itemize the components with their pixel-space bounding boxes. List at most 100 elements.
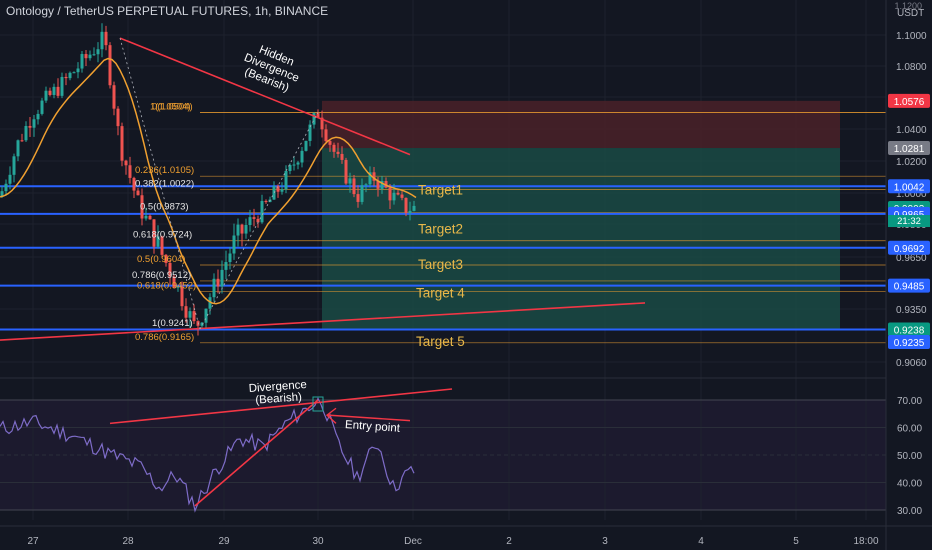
candle-body (36, 113, 40, 120)
candle-body (380, 181, 384, 189)
candle-body (104, 31, 108, 46)
candle-body (228, 253, 232, 263)
candle-body (388, 187, 392, 201)
candle-body (24, 125, 28, 141)
rising-support-trendline (0, 302, 646, 341)
candle-body (172, 276, 176, 288)
price-axis-tick: 1.0400 (896, 125, 927, 136)
candle-body (204, 308, 208, 323)
candle-body (332, 144, 336, 152)
candle-body (96, 49, 100, 55)
rsi-divergence-annotation: Divergence(Bearish) (248, 379, 307, 407)
candle-body (344, 159, 348, 184)
candle-body (260, 200, 264, 223)
price-badge (888, 240, 930, 255)
candle-body (212, 278, 216, 298)
candle-body (264, 200, 268, 203)
price-badge-text: 0.9238 (894, 325, 925, 336)
currency-label: USDT (897, 8, 924, 19)
candle-body (188, 311, 192, 318)
time-axis-tick: 29 (218, 536, 230, 547)
candle-body (348, 178, 352, 184)
target-label: Target2 (418, 221, 463, 236)
target-label: Target3 (418, 257, 463, 272)
candle-body (52, 86, 56, 95)
candle-body (216, 278, 220, 287)
time-axis-tick: 27 (27, 536, 39, 547)
rsi-support-trendline (194, 399, 319, 507)
candle-body (292, 164, 296, 166)
candle-body (252, 217, 256, 219)
annotation-text: Entry point (345, 419, 401, 435)
hidden-divergence-trendline (119, 37, 411, 156)
price-badge (888, 93, 930, 108)
annotation-line: Divergence (248, 379, 307, 395)
candle-body (12, 156, 16, 175)
entry-arrow-shaft (327, 414, 411, 422)
rsi-line (0, 396, 415, 513)
time-axis-tick: 18:00 (853, 536, 878, 547)
candle-body (120, 126, 124, 161)
fib-label: 0.5(0.9873) (140, 202, 189, 213)
rsi-axis-tick: 70.00 (897, 396, 922, 407)
candle-body (116, 108, 120, 127)
candle-body (64, 76, 68, 79)
candle-body (364, 184, 368, 186)
candle-body (396, 192, 400, 195)
candle-body (92, 54, 96, 56)
fib-label: 0.618(0.9452) (137, 280, 196, 291)
candle-body (32, 119, 36, 128)
candle-body (176, 286, 180, 288)
chart-title: Ontology / TetherUS PERPETUAL FUTURES, 1… (6, 4, 329, 18)
candle-body (76, 68, 80, 73)
candle-body (196, 321, 200, 326)
price-badge (888, 179, 930, 194)
candle-body (60, 76, 64, 96)
candle-body (336, 151, 340, 154)
candle-body (412, 205, 416, 211)
candle-body (56, 86, 60, 96)
candle-body (236, 224, 240, 236)
candle-body (8, 174, 12, 184)
fib-label: 0.786(0.9165) (135, 332, 194, 343)
candle-body (88, 54, 92, 59)
candle-body (80, 54, 84, 69)
fib-label: 1(0.9241) (152, 318, 193, 329)
stop-loss-zone (322, 100, 840, 149)
candle-body (248, 217, 252, 225)
candle-body (404, 197, 408, 213)
candle-body (108, 45, 112, 86)
price-badge-text: 0.9485 (894, 282, 925, 293)
candle-body (184, 306, 188, 318)
candle-body (284, 170, 288, 190)
candle-body (4, 183, 8, 192)
time-axis-tick: Dec (404, 536, 422, 547)
price-axis-top-label: 1.1200 (894, 1, 922, 11)
candle-body (244, 224, 248, 234)
candle-body (128, 165, 132, 178)
candle-body (232, 235, 236, 254)
price-axis-bg (886, 0, 932, 550)
candle-body (164, 254, 168, 263)
candle-body (280, 189, 284, 192)
time-axis-tick: 28 (122, 536, 134, 547)
candle-body (112, 85, 116, 109)
time-axis-tick: 2 (506, 536, 512, 547)
candle-body (360, 185, 364, 202)
candle-body (100, 31, 104, 50)
price-badge (888, 278, 930, 293)
fib-label: 0.5(0.9604) (137, 254, 186, 265)
candle-body (180, 286, 184, 307)
time-axis-tick: 4 (698, 536, 704, 547)
rsi-axis-tick: 60.00 (897, 424, 922, 435)
candle-body (168, 262, 172, 277)
fib-label: 0.786(0.9512) (132, 270, 191, 281)
candle-body (256, 218, 260, 223)
candle-body (392, 192, 396, 201)
candle-body (368, 172, 372, 185)
candle-body (220, 269, 224, 287)
time-axis-tick: 3 (602, 536, 608, 547)
candle-body (372, 172, 376, 181)
